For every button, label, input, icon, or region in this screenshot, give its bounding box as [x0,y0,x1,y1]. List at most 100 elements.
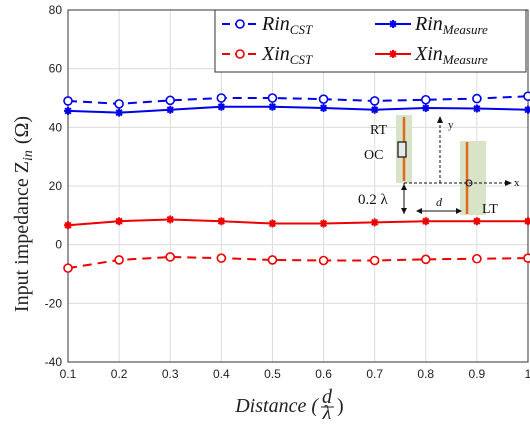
lt-antenna-substrate [460,141,486,215]
x-tick-label: 0.5 [264,367,281,381]
label-x: x [514,177,520,189]
y-axis-ticks: -40 -20 0 20 40 60 80 [45,3,63,369]
legend-entry: RinMeasure [375,13,488,37]
data-point [421,217,430,226]
series-rin-cst [63,91,530,109]
legend-label: XinCST [261,43,313,67]
data-point [217,217,226,226]
data-point [523,253,530,263]
legend-box [214,9,527,73]
x-tick-label: 0.3 [162,367,179,381]
data-point [216,253,227,263]
label-height: 0.2 λ [358,192,389,208]
y-axis-label: Input impedance Zin (Ω) [11,116,36,312]
legend: RinCST RinMeasure XinCST XinMeasure [214,9,527,73]
y-tick-label: 20 [49,179,63,193]
inset-x-arrow [505,180,512,186]
x-axis-label-frac-den: λ [322,402,332,424]
inset-y-arrow [437,116,443,123]
data-point [115,108,124,117]
label-lt: LT [482,202,498,217]
legend-label: RinCST [261,13,313,37]
series-line [67,218,528,227]
label-d: d [436,195,443,209]
x-tick-label: 0.2 [111,367,128,381]
data-point [369,96,380,106]
legend-entry: RinCST [222,13,313,37]
antenna-inset: RT OC LT y x 0.2 λ d [358,115,520,217]
oc-box [397,141,407,158]
data-point [114,255,124,265]
data-point [319,103,328,112]
y-axis-label-main: Input impedance Z [11,161,33,312]
label-oc: OC [364,148,383,163]
legend-swatch-marker [389,50,397,58]
y-tick-label: -20 [45,296,63,310]
legend-swatch-marker [389,20,397,28]
data-point [166,215,175,224]
data-point [217,102,226,111]
series-rin-measure [64,102,530,117]
data-point [318,94,329,104]
series-xin-measure [64,215,530,230]
data-point [268,102,277,111]
x-tick-label: 1 [525,367,530,381]
x-tick-label: 0.9 [469,367,486,381]
data-point [420,94,431,105]
data-point [165,252,176,262]
legend-swatch-marker [235,19,245,29]
label-rt: RT [370,123,387,138]
x-tick-label: 0.1 [60,367,77,381]
x-axis-label-close: ) [337,395,344,417]
data-point [319,219,328,228]
x-tick-label: 0.6 [315,367,332,381]
data-point [63,96,73,106]
data-point [370,218,379,227]
series-line [67,95,529,105]
y-tick-label: -40 [45,355,63,369]
data-point [318,255,329,266]
legend-label: RinMeasure [414,13,488,37]
x-axis-label-frac-num: d [322,386,333,408]
x-tick-label: 0.4 [213,367,230,381]
data-point [268,219,277,228]
x-axis-ticks: 0.1 0.2 0.3 0.4 0.5 0.6 0.7 0.8 0.9 1 [60,367,530,381]
x-axis-label-main: Distance ( [234,395,319,417]
data-point [216,93,227,103]
y-axis-label-unit: (Ω) [11,116,33,144]
data-point [369,255,380,266]
y-tick-label: 60 [49,62,63,76]
data-point [472,217,481,226]
data-point [523,91,530,102]
data-point [115,217,124,226]
legend-label: XinMeasure [414,43,488,67]
data-point [420,254,431,265]
data-point [267,93,278,103]
series-line [67,105,529,114]
y-axis-label-sub: in [21,150,36,161]
series-line [67,255,529,270]
series-xin-cst [63,252,530,273]
label-y: y [448,119,454,131]
x-tick-label: 0.7 [366,367,383,381]
y-tick-label: 80 [49,3,63,17]
data-point [472,104,481,113]
data-point [165,95,176,106]
data-point [166,105,175,114]
data-point [421,103,430,112]
data-point [472,253,482,264]
y-tick-label: 40 [49,120,63,134]
data-point [64,106,72,115]
data-point [114,99,124,109]
data-point [370,105,379,114]
data-point [64,221,72,230]
x-axis-label: Distance ( d λ ) [234,386,343,424]
y-tick-label: 0 [55,238,62,252]
data-point [63,263,73,273]
data-point [524,105,530,114]
x-tick-label: 0.8 [417,367,434,381]
series-layer [63,91,530,273]
legend-entry: XinMeasure [375,43,488,67]
data-point [524,217,530,226]
